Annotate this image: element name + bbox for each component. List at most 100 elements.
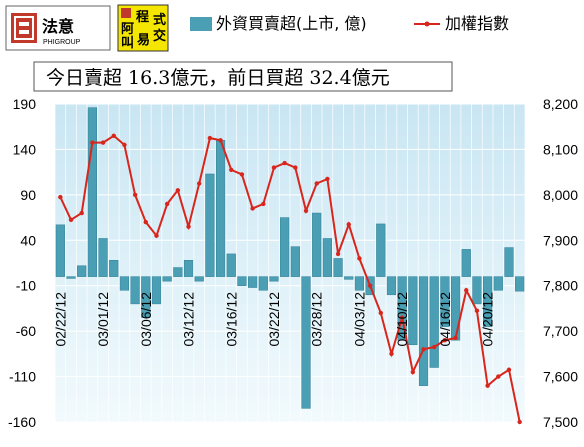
index-point <box>239 172 245 177</box>
flow-bar <box>515 276 525 292</box>
flow-bar <box>119 276 130 291</box>
index-point <box>346 222 351 227</box>
right-tick-label: 7,900 <box>543 232 578 248</box>
index-point <box>485 383 490 388</box>
flow-bar <box>151 276 162 305</box>
left-tick-label: 90 <box>20 187 36 203</box>
index-point <box>325 176 330 182</box>
index-point <box>496 374 501 379</box>
flow-bar <box>194 276 204 282</box>
flow-bar <box>205 173 215 277</box>
flow-bar <box>77 265 87 277</box>
right-tick-label: 7,500 <box>543 414 578 430</box>
index-point <box>164 201 170 207</box>
flow-bar <box>141 276 151 318</box>
index-point <box>399 315 405 320</box>
chart-subtitle: 今日賣超 16.3億元，前日買超 32.4億元 <box>46 67 390 89</box>
index-point <box>389 351 394 357</box>
flow-bar <box>248 276 258 288</box>
x-tick-label: 03/12/12 <box>181 292 197 347</box>
flow-bar <box>66 276 76 279</box>
logo2-char-0: 程 <box>136 10 149 25</box>
right-tick-label: 8,100 <box>543 141 578 157</box>
index-point <box>100 140 106 145</box>
x-tick-label: 04/16/12 <box>437 292 453 347</box>
flow-bar <box>280 217 290 277</box>
flow-bar <box>354 276 365 291</box>
flow-bar <box>429 276 439 368</box>
index-point <box>58 194 63 200</box>
index-point <box>378 310 383 316</box>
right-tick-label: 8,000 <box>543 187 578 203</box>
flow-bar <box>312 212 322 277</box>
index-point <box>474 308 480 313</box>
index-point <box>506 367 512 372</box>
index-point <box>207 135 213 141</box>
flow-bar <box>450 276 461 341</box>
index-point <box>314 181 319 186</box>
index-point <box>453 335 458 341</box>
index-point <box>111 133 116 138</box>
index-line-series <box>58 133 522 425</box>
x-tick-label: 04/20/12 <box>480 292 496 347</box>
flow-bar <box>109 260 119 277</box>
right-axis-ticks: 8,200 8,100 8,000 7,900 7,800 7,700 7,600 7,500 <box>543 96 578 430</box>
flow-bar <box>130 276 140 305</box>
flow-bar <box>269 276 279 282</box>
index-point <box>218 138 223 143</box>
index-point <box>68 217 74 223</box>
index-point <box>154 233 159 238</box>
index-point <box>335 251 341 257</box>
x-tick-label: 04/03/12 <box>351 292 367 347</box>
flow-bar <box>226 253 236 277</box>
index-point <box>250 206 255 211</box>
flow-bar <box>322 238 332 277</box>
index-point <box>303 208 309 213</box>
logo2-char-1: 式 <box>153 12 166 28</box>
index-point <box>293 165 298 170</box>
flow-bar <box>183 260 194 277</box>
left-tick-label: 190 <box>13 96 37 112</box>
x-tick-label: 04/10/12 <box>394 292 410 347</box>
index-point <box>186 224 191 229</box>
index-point <box>90 140 95 145</box>
flow-bar <box>472 276 482 305</box>
flow-bar <box>386 276 397 296</box>
flow-bar <box>55 224 65 277</box>
index-point <box>271 165 277 170</box>
flow-bar <box>301 276 311 409</box>
x-tick-label: 03/28/12 <box>309 292 325 347</box>
index-point <box>432 344 437 350</box>
index-point <box>175 188 181 193</box>
x-tick-label: 03/22/12 <box>266 292 282 347</box>
left-tick-label: -110 <box>9 369 36 385</box>
flow-bar <box>237 276 247 286</box>
index-point <box>132 192 138 198</box>
bar-series <box>55 107 525 409</box>
flow-bar <box>162 276 172 282</box>
left-tick-label: 140 <box>13 141 37 157</box>
index-point <box>367 283 373 288</box>
x-tick-label: 02/22/12 <box>52 292 68 347</box>
subtitle-box: 今日賣超 16.3億元，前日買超 32.4億元 <box>33 61 453 92</box>
logo2-char-4: 易 <box>137 33 150 48</box>
x-axis-ticks: 02/22/12 03/01/12 03/06/12 03/12/12 03/16/12… <box>52 292 495 347</box>
logo2-char-2: 阿 <box>121 22 134 37</box>
left-tick-label: -60 <box>16 323 36 339</box>
flow-bar <box>87 107 97 277</box>
index-point <box>79 210 84 216</box>
index-point <box>197 181 202 186</box>
flow-bar <box>408 276 418 346</box>
flow-bar <box>461 249 471 277</box>
index-point <box>143 219 148 225</box>
logo2-char-5: 交 <box>153 28 166 44</box>
index-point <box>442 338 448 343</box>
index-point <box>421 347 426 352</box>
legend-line-marker <box>424 21 430 27</box>
flow-bar <box>98 238 108 277</box>
left-tick-label: -160 <box>8 414 36 430</box>
right-tick-label: 7,700 <box>543 323 578 339</box>
flow-bar <box>493 276 503 291</box>
program-trading-logo: 程 式 阿 叫 易 交 <box>117 4 169 52</box>
